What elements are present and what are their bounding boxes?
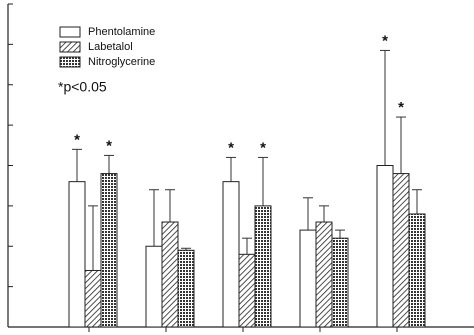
bar	[100, 173, 118, 328]
significance-marker: *	[398, 99, 404, 116]
bar	[177, 249, 195, 328]
legend-swatch	[59, 41, 81, 53]
bar	[68, 181, 86, 328]
legend-label: Phentolamine	[88, 26, 155, 38]
bar	[161, 221, 179, 328]
bar	[145, 245, 163, 328]
legend-label: Labetalol	[88, 41, 133, 53]
bar	[84, 269, 102, 328]
significance-marker: *	[260, 139, 266, 156]
bar	[238, 253, 256, 328]
bar	[331, 237, 349, 328]
significance-marker: *	[382, 32, 388, 49]
significance-marker: *	[74, 131, 80, 148]
bar	[392, 173, 410, 328]
bar	[408, 213, 426, 328]
bar	[254, 205, 272, 328]
bar	[376, 165, 394, 328]
annotation: *p<0.05	[58, 79, 107, 95]
legend-label: Nitroglycerine	[88, 56, 155, 68]
significance-marker: *	[228, 139, 234, 156]
legend-swatch	[59, 56, 81, 68]
significance-marker: *	[106, 137, 112, 154]
legend-swatch	[59, 26, 81, 38]
bar	[222, 181, 240, 328]
bar	[315, 221, 333, 328]
bar	[299, 229, 317, 328]
